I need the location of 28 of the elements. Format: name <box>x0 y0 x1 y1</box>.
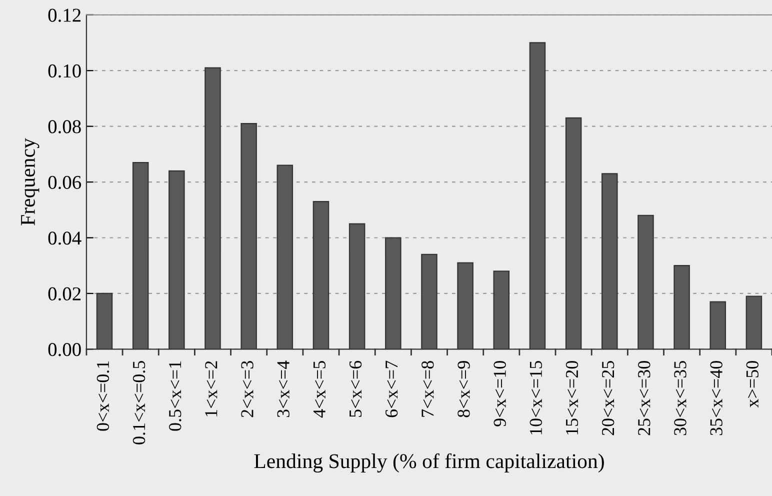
x-tick-label: 3<x<=4 <box>277 360 290 418</box>
y-tick-label: 0.06 <box>48 176 82 190</box>
y-tick-label: 0.00 <box>48 343 81 356</box>
x-tick-label: 6<x<=7 <box>386 360 398 418</box>
x-tick-label: 2<x<=3 <box>241 360 254 418</box>
x-tick-label: 9<x<=10 <box>494 360 506 426</box>
y-tick-label: 0.10 <box>48 64 81 78</box>
x-tick-label: 1<x<=2 <box>205 361 218 416</box>
x-tick-label: 8<x<=9 <box>458 361 470 418</box>
x-tick-label: 0<x<=0.1 <box>96 361 110 431</box>
x-axis-title: Lending Supply (% of firm capitalization) <box>254 453 604 473</box>
x-tick-label: 0.5<x<=1 <box>169 361 182 431</box>
x-tick-label: x>=50 <box>746 360 758 408</box>
x-tick-label: 7<x<=8 <box>422 360 434 417</box>
x-tick-label: 0.1<x<=0.5 <box>132 360 146 444</box>
y-tick-label: 0.04 <box>48 232 82 245</box>
x-tick-label: 35<x<=40 <box>710 360 722 436</box>
x-tick-label: 20<x<=25 <box>602 360 614 436</box>
y-tick-label: 0.02 <box>48 287 81 300</box>
y-tick-label: 0.12 <box>48 8 81 22</box>
x-tick-label: 30<x<=35 <box>674 360 686 436</box>
y-tick-label: 0.08 <box>48 120 81 134</box>
x-tick-label: 10<x<=15 <box>530 360 542 434</box>
x-tick-label: 4<x<=5 <box>313 360 326 418</box>
y-axis-title: Frequency <box>21 138 40 226</box>
x-tick-label: 25<x<=30 <box>638 360 650 436</box>
x-tick-label: 15<x<=20 <box>566 360 578 434</box>
x-tick-label: 5<x<=6 <box>349 360 362 417</box>
